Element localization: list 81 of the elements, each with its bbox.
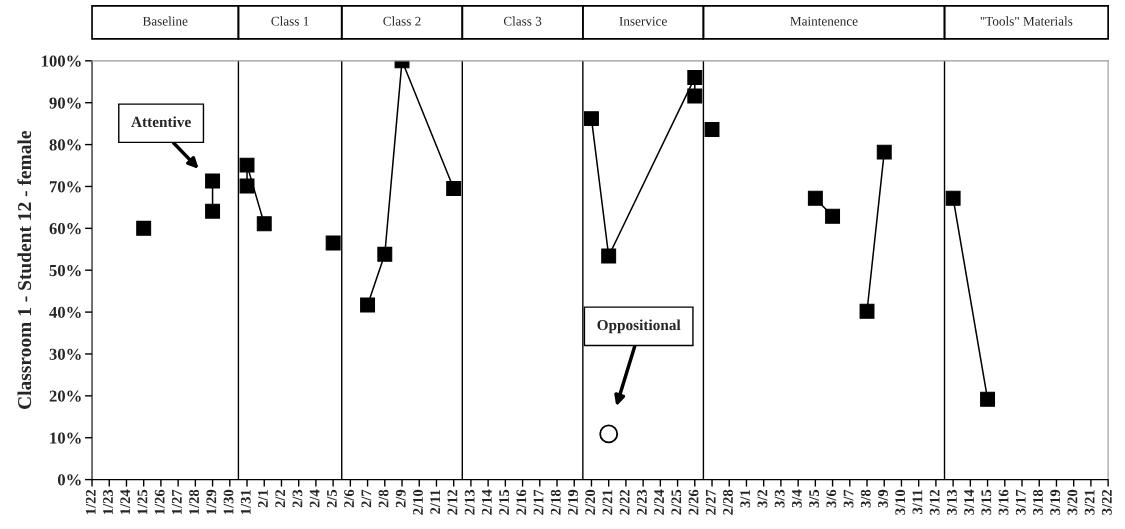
y-tick-label: 30%	[49, 348, 81, 360]
x-tick-label: 2/5	[326, 489, 337, 508]
x-tick-label: 2/27	[705, 489, 716, 515]
x-tick-label: 2/8	[378, 489, 389, 508]
y-tick-label: 100%	[41, 55, 81, 67]
x-tick-label: 2/6	[344, 489, 355, 508]
y-tick-label: 0%	[57, 474, 81, 486]
x-tick-label: 2/21	[602, 490, 613, 515]
x-tick-label: 3/7	[843, 489, 854, 508]
x-tick-label: 2/20	[585, 489, 596, 515]
x-tick-label: 3/9	[878, 489, 888, 508]
x-tick-label: 3/4	[791, 489, 802, 508]
x-tick-label: 2/10	[413, 489, 423, 515]
x-tick-label: 3/5	[809, 489, 819, 508]
x-tick-label: 2/19	[568, 489, 578, 515]
x-tick-label: 1/28	[189, 489, 200, 515]
text: Baseline	[142, 16, 188, 26]
y-tick-label: 10%	[50, 432, 81, 444]
x-tick-label: 2/11	[430, 490, 441, 514]
x-tick-label: 2/23	[636, 489, 647, 515]
x-tick-label: 1/22	[85, 489, 96, 515]
x-tick-label: 2/4	[309, 489, 320, 508]
x-tick-label: 3/3	[774, 489, 785, 508]
x-tick-label: 2/12	[447, 489, 458, 515]
x-tick-label: 1/31	[240, 490, 251, 515]
x-tick-label: 1/29	[206, 489, 217, 515]
x-tick-label: 1/25	[137, 489, 148, 515]
x-tick-label: 2/14	[481, 489, 492, 515]
y-tick-label: 90%	[49, 97, 81, 109]
y-tick-label: 60%	[49, 223, 81, 235]
text: Class 2	[383, 16, 421, 26]
text: Maintenence	[790, 16, 858, 26]
y-tick-label: 70%	[49, 181, 81, 193]
x-tick-label: 3/21	[1084, 490, 1095, 515]
x-tick-label: 2/9	[395, 489, 406, 508]
x-tick-label: 3/14	[964, 489, 974, 515]
x-tick-label: 3/19	[1050, 489, 1061, 515]
x-tick-label: 3/17	[1015, 489, 1026, 515]
x-tick-label: 1/23	[103, 489, 113, 515]
y-tick-label: 20%	[49, 390, 81, 402]
x-tick-label: 2/15	[499, 489, 509, 515]
y-tick-label: 50%	[49, 264, 81, 277]
x-tick-label: 3/20	[1067, 489, 1078, 515]
x-tick-label: 3/2	[757, 489, 768, 508]
x-tick-label: 2/16	[516, 489, 527, 515]
annotation: Oppositional	[597, 319, 681, 334]
text: Class 1	[271, 16, 309, 26]
x-tick-label: 2/25	[671, 489, 682, 515]
x-tick-label: 3/18	[1033, 489, 1043, 515]
y-axis-title: Classroom 1 - Student 12 - female	[17, 131, 32, 409]
x-tick-label: 2/18	[550, 489, 561, 515]
text: "Tools" Materials	[980, 16, 1073, 26]
x-tick-label: 2/17	[533, 489, 544, 515]
x-tick-label: 2/22	[619, 489, 630, 515]
x-tick-label: 2/13	[464, 489, 475, 515]
x-tick-label: 1/24	[120, 489, 131, 515]
x-tick-label: 3/16	[998, 489, 1009, 515]
x-tick-label: 3/6	[826, 489, 837, 508]
x-tick-label: 3/22	[1101, 489, 1112, 515]
x-tick-label: 2/26	[688, 489, 699, 515]
x-tick-label: 3/8	[860, 489, 871, 508]
x-tick-label: 2/7	[361, 489, 372, 508]
x-tick-label: 2/2	[275, 489, 286, 508]
x-tick-label: 3/15	[981, 489, 992, 515]
text: Inservice	[619, 16, 667, 26]
x-tick-label: 3/11	[912, 490, 923, 514]
x-tick-label: 3/1	[740, 490, 751, 508]
x-tick-label: 2/1	[258, 490, 268, 508]
x-tick-label: 2/28	[723, 489, 733, 515]
y-tick-label: 40%	[49, 306, 81, 319]
x-tick-label: 1/26	[154, 489, 165, 515]
x-tick-label: 1/30	[223, 489, 234, 515]
text: Class 3	[503, 16, 542, 26]
x-tick-label: 3/10	[895, 489, 906, 515]
x-tick-label: 1/27	[171, 489, 182, 515]
y-tick-label: 80%	[49, 139, 81, 151]
x-tick-label: 2/24	[654, 489, 664, 515]
x-tick-label: 2/3	[292, 489, 303, 508]
annotation: Attentive	[131, 116, 191, 128]
x-tick-label: 3/12	[929, 489, 940, 515]
x-tick-label: 3/13	[946, 489, 957, 515]
